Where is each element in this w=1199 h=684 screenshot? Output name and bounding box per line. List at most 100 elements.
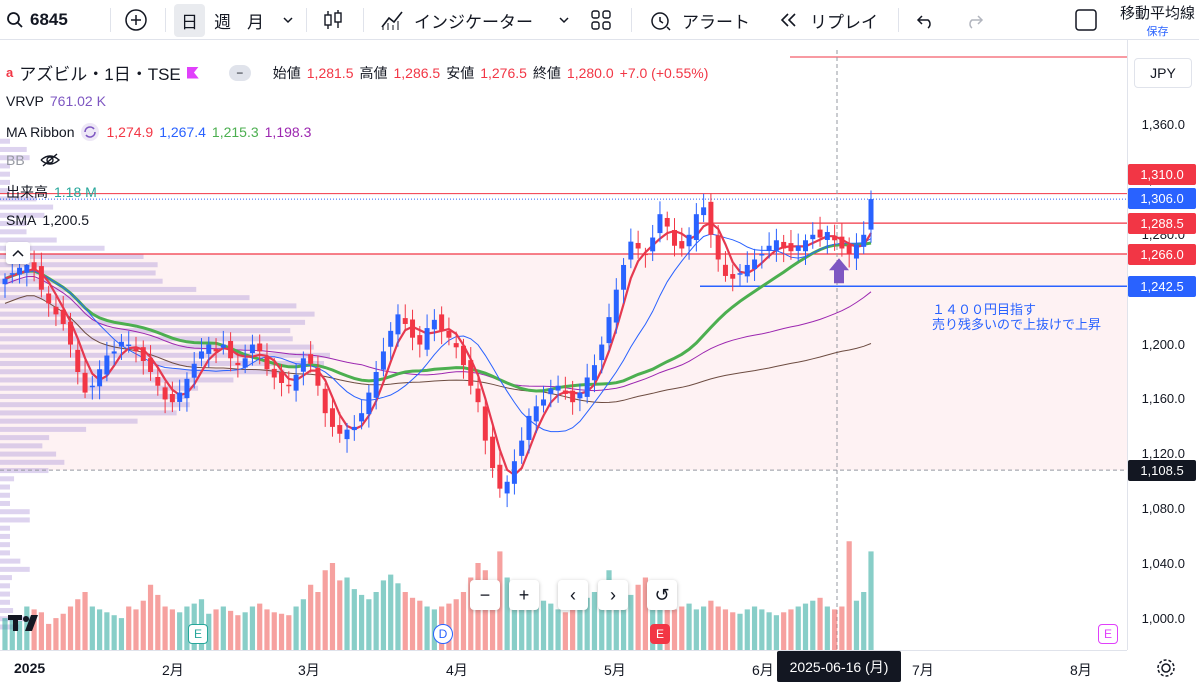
volume-bar xyxy=(795,606,801,650)
alert-button[interactable]: アラート xyxy=(648,0,750,40)
candle-body xyxy=(781,241,787,249)
candle-body xyxy=(853,244,859,259)
timeframe-week[interactable]: 週 xyxy=(214,12,231,32)
candle-body xyxy=(584,377,590,397)
volume-profile-bar xyxy=(0,385,199,391)
dividend-marker[interactable]: D xyxy=(433,624,453,644)
undo-button[interactable] xyxy=(916,0,936,40)
annotation-text[interactable]: １４００円目指す 売り残多いので上抜けで上昇 xyxy=(932,302,1126,332)
chevron-down-icon[interactable] xyxy=(281,13,295,27)
symbol-search[interactable]: 6845 xyxy=(6,0,68,40)
candle-body xyxy=(759,253,765,256)
flag-icon[interactable] xyxy=(186,66,199,79)
candle-body xyxy=(621,264,627,290)
candle-body xyxy=(344,429,350,440)
volume-profile-bar xyxy=(0,377,234,383)
volume-bar xyxy=(693,609,699,650)
candle-body xyxy=(664,217,670,227)
price-scale[interactable]: JPY 1,360.01,320.01,280.01,240.01,200.01… xyxy=(1127,40,1199,650)
candle-body xyxy=(788,243,794,252)
gear-icon[interactable] xyxy=(1155,657,1177,679)
price-tick: 1,360.0 xyxy=(1141,117,1185,132)
volume-bar xyxy=(679,606,685,650)
candle-body xyxy=(148,358,154,372)
compare-button[interactable] xyxy=(124,0,148,40)
volume-bar xyxy=(9,615,15,650)
layouts-button[interactable] xyxy=(590,0,612,40)
candle-body xyxy=(9,273,15,275)
scroll-left-button[interactable]: ‹ xyxy=(558,580,588,610)
time-axis[interactable]: 2025 2月 3月 4月 5月 6月 7月 8月 xyxy=(0,650,1127,684)
indicators-button[interactable]: インジケーター xyxy=(380,0,571,40)
candle-body xyxy=(773,240,779,251)
volume-profile-bar xyxy=(0,476,15,482)
candle-body xyxy=(606,317,612,344)
vrvp-value: 761.02 K xyxy=(49,93,106,109)
legend-sma[interactable]: SMA 1,200.5 xyxy=(6,212,89,228)
price-tick: 1,000.0 xyxy=(1141,611,1185,626)
legend-bb[interactable]: BB xyxy=(6,152,61,168)
reset-chart-button[interactable]: ↺ xyxy=(647,580,677,610)
volume-profile-bar xyxy=(0,295,250,301)
candle-body xyxy=(824,232,830,240)
volume-bar xyxy=(373,592,379,650)
currency-select[interactable]: JPY xyxy=(1134,58,1192,88)
candle-body xyxy=(300,358,306,372)
volume-profile-bar xyxy=(0,336,293,342)
shaded-zone xyxy=(0,253,1127,471)
candle-body xyxy=(242,358,248,368)
candle-body xyxy=(82,372,88,393)
zoom-out-button[interactable]: − xyxy=(470,580,500,610)
price-chart[interactable] xyxy=(0,40,1127,650)
volume-bar xyxy=(351,589,357,650)
volume-bar xyxy=(555,609,561,650)
candle-body xyxy=(169,394,175,403)
timeframe-month[interactable]: 月 xyxy=(247,12,264,32)
candles-icon xyxy=(324,10,342,29)
chart-type-button[interactable] xyxy=(322,0,344,40)
layout-checkbox[interactable] xyxy=(1074,0,1098,40)
timeframe-day[interactable]: 日 xyxy=(174,3,205,37)
legend-vrvp[interactable]: VRVP 761.02 K xyxy=(6,93,106,109)
volume-profile-bar xyxy=(0,138,10,144)
volume-profile-bar xyxy=(0,311,315,317)
volume-bar xyxy=(737,613,743,650)
candle-body xyxy=(417,335,423,345)
candle-body xyxy=(715,235,721,260)
price-tick: 1,080.0 xyxy=(1141,501,1185,517)
eye-off-icon[interactable] xyxy=(39,152,61,168)
earnings-marker[interactable]: E xyxy=(650,624,670,644)
candle-body xyxy=(60,309,66,324)
volume-bar xyxy=(2,618,8,650)
alarm-clock-icon xyxy=(651,12,671,31)
volume-profile-bar xyxy=(0,229,27,235)
legend-volume[interactable]: 出来高 1.18 M xyxy=(6,182,97,202)
candle-body xyxy=(846,244,852,254)
volume-profile-bar xyxy=(0,599,10,605)
layout-name[interactable]: 移動平均線 保存 xyxy=(1119,4,1195,38)
volume-profile-bar xyxy=(0,443,43,449)
saved-label: 保存 xyxy=(1146,25,1169,38)
redo-button[interactable] xyxy=(964,0,984,40)
replay-button[interactable]: リプレイ xyxy=(778,0,878,40)
legend-title[interactable]: アズビル・1日・TSE xyxy=(19,65,181,84)
zoom-in-button[interactable]: + xyxy=(509,580,539,610)
volume-bar xyxy=(468,577,474,650)
volume-profile-bar xyxy=(0,492,10,498)
collapse-up-button[interactable] xyxy=(6,242,30,264)
open-value: 1,281.5 xyxy=(306,64,354,81)
scroll-right-button[interactable]: › xyxy=(598,580,628,610)
legend-ma-ribbon[interactable]: MA Ribbon 1,274.9 1,267.4 1,215.3 1,198.… xyxy=(6,122,311,142)
volume-bar xyxy=(133,609,139,650)
earnings-marker[interactable]: E xyxy=(188,624,208,644)
candle-body xyxy=(424,328,430,350)
volume-bar xyxy=(242,612,248,650)
ma-value-4: 1,198.3 xyxy=(264,124,312,140)
candle-body xyxy=(118,341,124,347)
symbol-label: 6845 xyxy=(30,10,68,29)
collapse-legend-icon[interactable]: − xyxy=(228,64,251,81)
volume-bar xyxy=(722,609,729,650)
earnings-marker[interactable]: E xyxy=(1098,624,1118,644)
volume-bar xyxy=(308,584,314,650)
